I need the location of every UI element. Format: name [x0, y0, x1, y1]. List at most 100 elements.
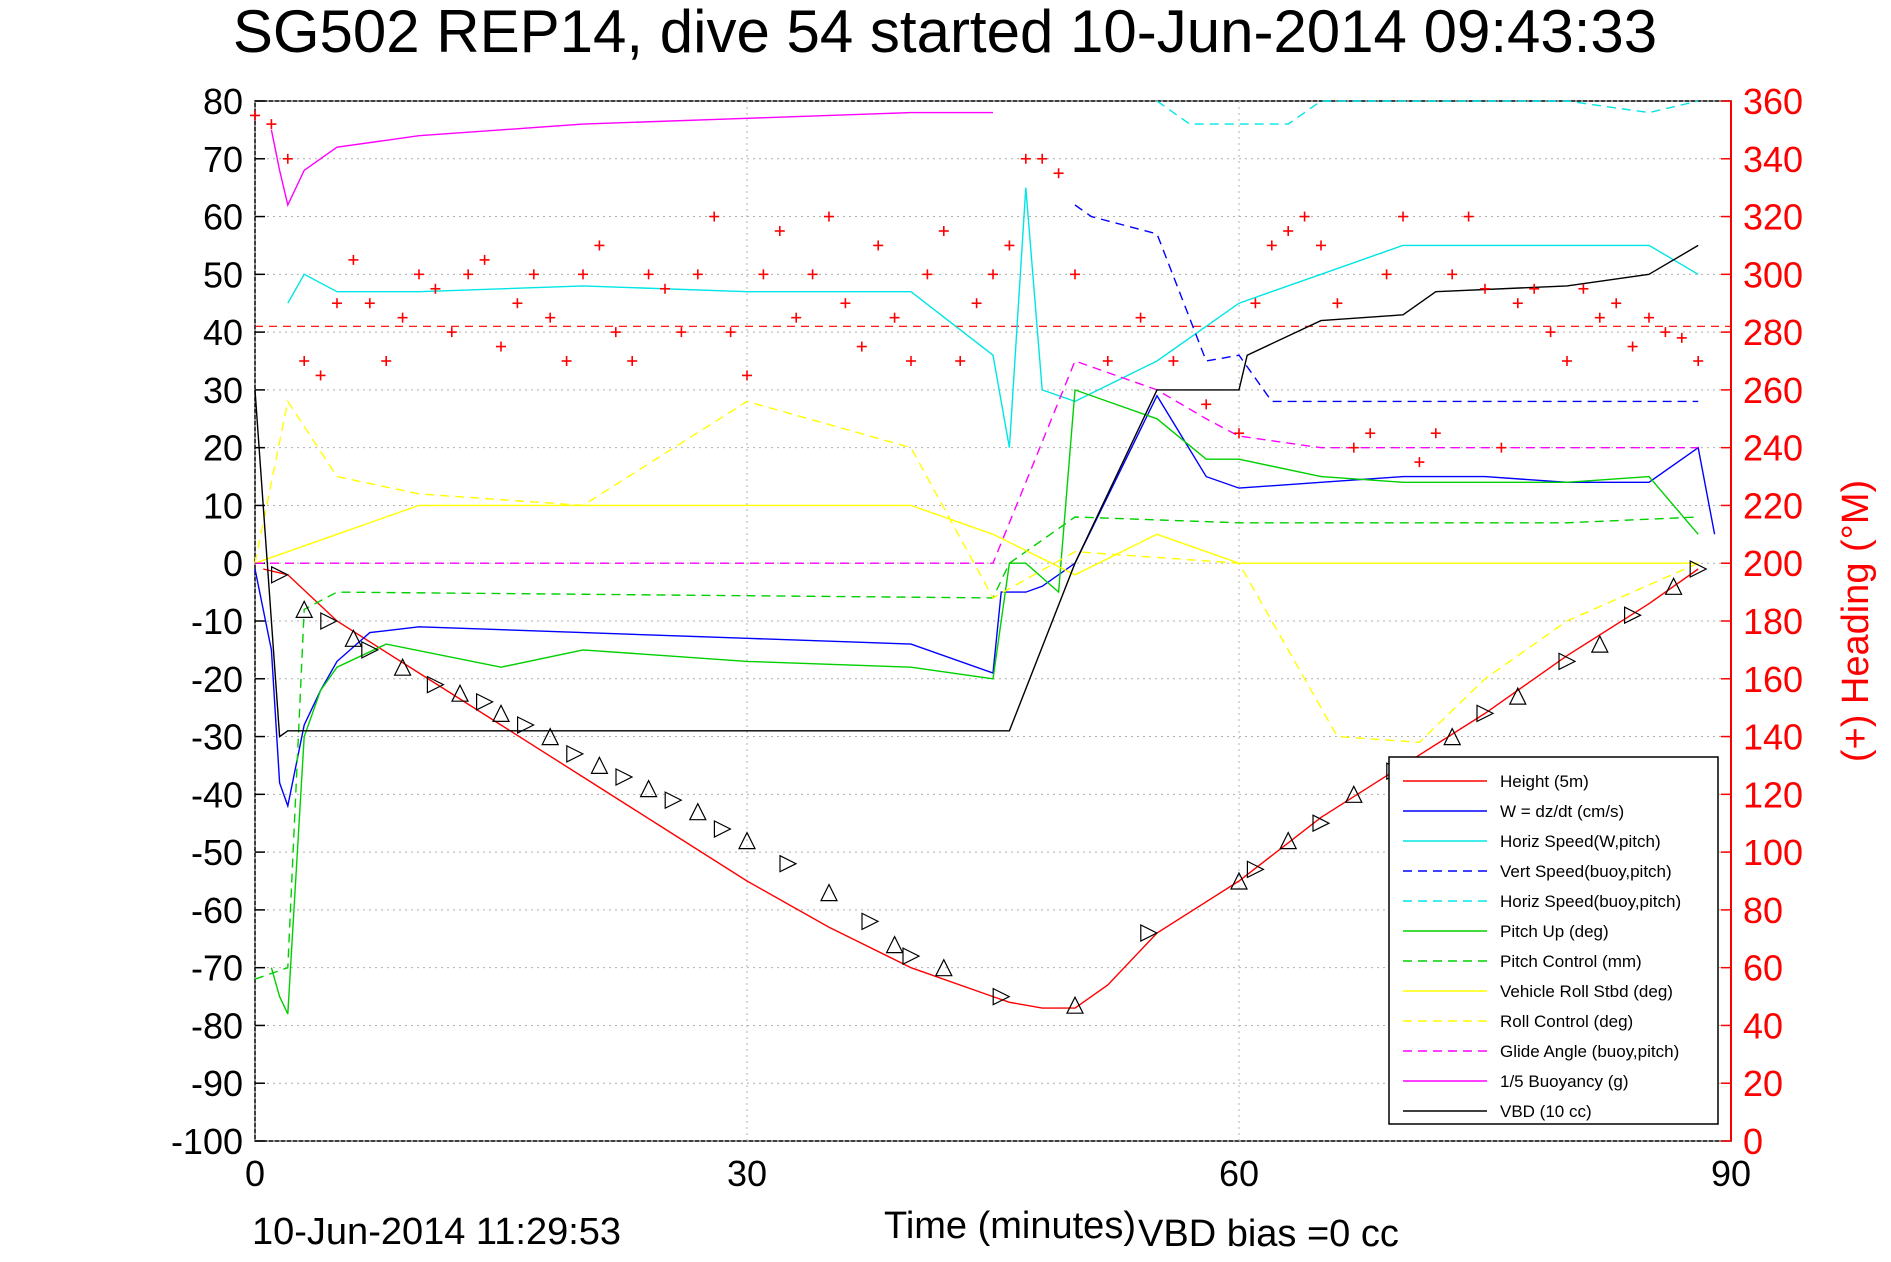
- right-axis-ticks: 3603403203002802602402202001801601401201…: [1721, 81, 1803, 1162]
- y2-tick-label: 280: [1743, 312, 1803, 353]
- heading-marker: [627, 356, 638, 366]
- y2-tick-label: 60: [1743, 948, 1783, 989]
- heading-marker: [299, 356, 310, 366]
- heading-marker: [1463, 211, 1474, 222]
- depth-triangle: [1623, 606, 1642, 625]
- heading-marker: [1250, 298, 1261, 309]
- y-tick-label: 0: [223, 543, 243, 584]
- y2-tick-label: 220: [1743, 485, 1803, 526]
- heading-marker: [988, 269, 998, 280]
- y-tick-label: 80: [203, 81, 243, 122]
- heading-marker: [906, 356, 916, 366]
- heading-marker: [496, 341, 506, 352]
- heading-marker: [1447, 269, 1458, 280]
- depth-triangle: [861, 912, 880, 931]
- heading-marker: [889, 312, 900, 323]
- heading-marker: [250, 110, 260, 121]
- heading-marker: [938, 226, 949, 236]
- heading-marker: [725, 327, 736, 338]
- right-axis-label: (+) Heading (°M): [1835, 480, 1877, 762]
- depth-triangle: [1066, 995, 1084, 1014]
- heading-marker: [692, 269, 703, 280]
- heading-marker: [1365, 428, 1376, 439]
- x-tick-label: 30: [727, 1153, 767, 1194]
- legend-label-8: Vehicle Roll Stbd (deg): [1500, 982, 1673, 1001]
- series-line-6: [270, 388, 1699, 1015]
- heading-marker: [512, 298, 523, 309]
- heading-marker: [709, 211, 720, 222]
- depth-triangle: [271, 565, 289, 584]
- heading-marker: [364, 298, 375, 309]
- legend-label-9: Roll Control (deg): [1500, 1012, 1633, 1031]
- heading-marker: [1529, 283, 1540, 294]
- legend-box: [1388, 756, 1719, 1125]
- y2-tick-label: 80: [1743, 890, 1783, 931]
- x-tick-label: 90: [1711, 1153, 1751, 1194]
- depth-triangle: [664, 791, 683, 810]
- depth-triangle: [361, 640, 380, 659]
- heading-marker: [807, 269, 818, 280]
- y-tick-label: 50: [203, 254, 243, 295]
- x-tick-label: 60: [1219, 1153, 1259, 1194]
- heading-marker: [397, 312, 408, 323]
- legend: Height (5m) W = dz/dt (cm/s) Horiz Speed(W…: [1388, 756, 1719, 1125]
- depth-triangle: [1230, 871, 1248, 890]
- heading-marker: [266, 119, 277, 130]
- heading-marker: [1348, 442, 1359, 453]
- y2-tick-label: 0: [1743, 1121, 1763, 1162]
- heading-marker: [1234, 428, 1244, 439]
- depth-triangle: [1443, 727, 1462, 746]
- heading-marker: [545, 312, 556, 323]
- depth-triangle: [1312, 814, 1331, 833]
- x-axis-ticks: 0 30 60 90: [245, 1153, 1751, 1194]
- heading-marker: [1660, 327, 1671, 338]
- heading-marker: [561, 356, 572, 366]
- heading-marker: [856, 341, 867, 352]
- y2-tick-label: 40: [1743, 1005, 1783, 1046]
- depth-triangle: [639, 779, 658, 798]
- y-tick-label: 30: [203, 370, 243, 411]
- heading-marker: [1480, 283, 1490, 294]
- y-tick-label: -20: [191, 659, 243, 700]
- y-tick-label: -80: [191, 1005, 243, 1046]
- heading-marker: [610, 327, 621, 338]
- heading-marker: [1594, 312, 1605, 323]
- depth-triangle: [820, 883, 838, 902]
- depth-triangle: [541, 727, 560, 746]
- heading-marker: [315, 370, 326, 381]
- depth-triangle: [1246, 860, 1265, 879]
- depth-triangle: [426, 675, 445, 694]
- depth-triangle: [295, 600, 314, 619]
- depth-triangle: [451, 683, 469, 702]
- heading-marker: [1299, 211, 1310, 222]
- heading-marker: [1004, 240, 1015, 251]
- x-axis-label: Time (minutes): [884, 1205, 1136, 1247]
- heading-marker: [1512, 298, 1523, 309]
- heading-marker: [840, 298, 851, 309]
- depth-triangle: [885, 935, 904, 954]
- y2-tick-label: 200: [1743, 543, 1803, 584]
- heading-marker: [1102, 356, 1113, 366]
- heading-marker: [446, 327, 457, 338]
- heading-marker: [528, 269, 539, 280]
- heading-marker: [1020, 153, 1031, 164]
- depth-triangle: [934, 958, 953, 977]
- series-line-2: [254, 394, 1716, 809]
- series-layer: [254, 100, 1731, 1015]
- chart-title: SG502 REP14, dive 54 started 10-Jun-2014…: [233, 0, 1657, 65]
- heading-marker: [1037, 153, 1048, 164]
- left-axis-ticks: 80 70 60 50 40 30 20 10 0 -10 -20 -30 -40 -50 -60 -70 -8…: [171, 81, 265, 1162]
- y-tick-label: -10: [191, 601, 243, 642]
- heading-marker: [676, 327, 687, 338]
- heading-marker: [774, 226, 785, 236]
- legend-label-2: W = dz/dt (cm/s): [1500, 802, 1624, 821]
- legend-label-1: Height (5m): [1500, 772, 1589, 791]
- heading-marker: [430, 283, 441, 294]
- y2-tick-label: 140: [1743, 717, 1803, 758]
- y-tick-label: -90: [191, 1063, 243, 1104]
- depth-triangle: [1140, 924, 1159, 942]
- heading-marker: [955, 356, 966, 366]
- heading-marker: [922, 269, 933, 280]
- depth-triangle: [688, 802, 707, 821]
- depth-triangle: [320, 612, 339, 630]
